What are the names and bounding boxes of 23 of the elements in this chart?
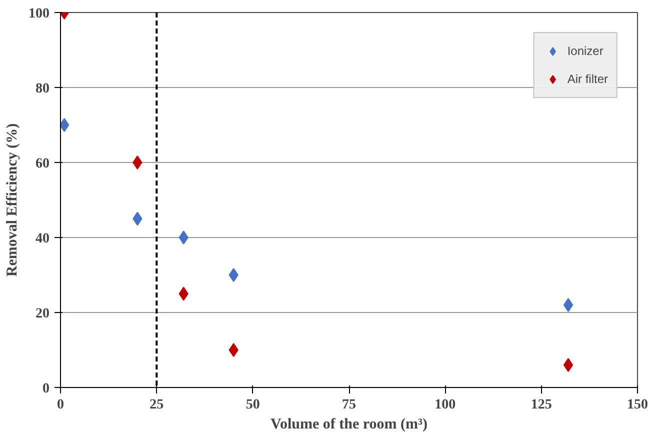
x-tick-label: 0: [57, 398, 64, 412]
point: [228, 343, 238, 357]
x-tick-label: 125: [530, 398, 552, 412]
y-tick-label: 60: [36, 156, 50, 172]
y-tick-label: 80: [36, 82, 50, 96]
point: [228, 268, 238, 282]
legend-label: Air filter: [567, 72, 608, 86]
x-tick-label: 50: [246, 398, 260, 412]
x-axis-title: Volume of the room (m³): [270, 416, 428, 432]
x-tick-label: 150: [627, 398, 648, 412]
point: [178, 230, 188, 244]
point: [563, 358, 574, 372]
y-tick-label: 0: [42, 382, 50, 396]
point: [563, 298, 574, 312]
x-tick-label: 25: [150, 398, 164, 412]
y-tick-label: 20: [36, 306, 50, 322]
x-tick-label: 100: [434, 398, 456, 412]
point: [132, 156, 142, 170]
y-tick-label: 40: [36, 232, 50, 246]
y-axis-title: Removal Efficiency (%): [4, 123, 20, 277]
y-tick-label: 100: [28, 6, 50, 22]
legend-label: Ionizer: [567, 44, 604, 58]
x-tick-label: 75: [342, 398, 356, 412]
